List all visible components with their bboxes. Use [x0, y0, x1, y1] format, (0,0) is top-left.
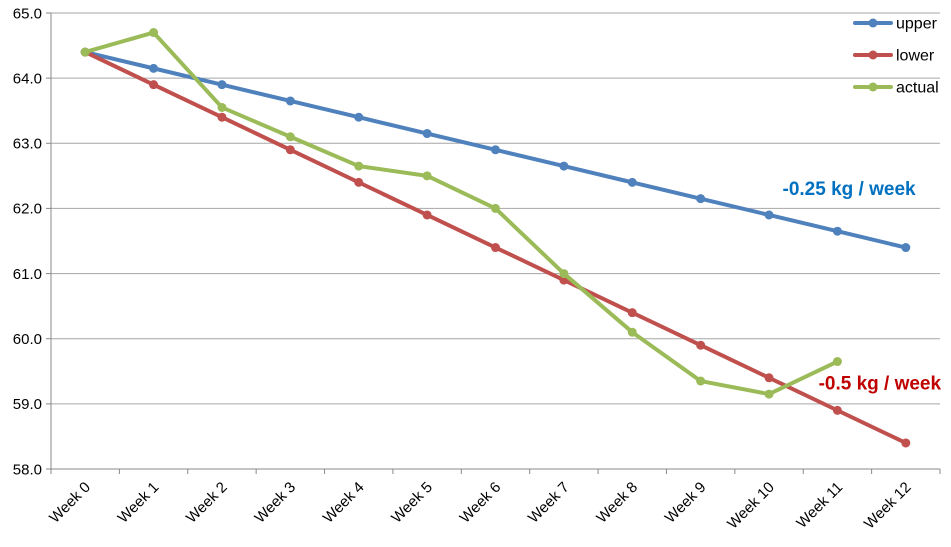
x-axis-tick-label: Week 2 — [183, 479, 231, 527]
y-axis-tick-label: 63.0 — [13, 136, 42, 153]
data-point-upper — [285, 96, 295, 106]
x-axis-tick-label: Week 11 — [793, 479, 846, 532]
data-point-lower — [764, 373, 774, 383]
x-axis-tick-label: Week 0 — [46, 479, 94, 527]
legend-label-lower: lower — [896, 48, 935, 65]
annotation-label-0: -0.25 kg / week — [783, 179, 917, 200]
data-point-lower — [149, 80, 159, 90]
data-point-upper — [422, 129, 432, 139]
data-point-upper — [764, 210, 774, 220]
x-axis-tick-label: Week 9 — [662, 479, 710, 527]
data-point-actual — [285, 132, 295, 142]
legend-label-upper: upper — [896, 16, 938, 33]
data-point-actual — [559, 269, 569, 279]
x-axis-tick-label: Week 7 — [525, 479, 573, 527]
data-point-lower — [696, 340, 706, 350]
data-point-lower — [832, 405, 842, 415]
legend-marker-upper — [868, 18, 878, 28]
data-point-upper — [627, 177, 637, 187]
data-point-actual — [764, 389, 774, 399]
data-point-actual — [354, 161, 364, 171]
data-point-actual — [491, 203, 500, 213]
y-axis-tick-label: 58.0 — [13, 461, 42, 478]
x-axis-tick-label: Week 10 — [724, 479, 778, 533]
data-point-actual — [696, 376, 706, 386]
data-point-actual — [422, 171, 432, 181]
y-axis-tick-label: 64.0 — [13, 70, 42, 87]
y-axis-tick-label: 59.0 — [13, 396, 42, 413]
y-axis-tick-label: 61.0 — [13, 266, 42, 283]
x-axis-tick-label: Week 1 — [115, 479, 163, 527]
data-point-actual — [80, 47, 90, 57]
series-line-actual — [83, 30, 840, 397]
data-point-upper — [901, 243, 911, 253]
data-point-actual — [832, 357, 842, 367]
legend-marker-actual — [868, 82, 878, 92]
x-axis-tick-label: Week 3 — [251, 479, 299, 527]
data-point-upper — [832, 226, 842, 236]
data-point-actual — [627, 327, 637, 337]
x-axis-tick-label: Week 4 — [320, 479, 368, 527]
data-point-lower — [491, 243, 500, 253]
data-point-lower — [627, 308, 637, 318]
x-axis-tick-label: Week 6 — [457, 479, 505, 527]
annotation-label-1: -0.5 kg / week — [819, 374, 942, 395]
y-axis-tick-label: 65.0 — [13, 5, 42, 22]
data-point-lower — [354, 177, 364, 187]
data-point-actual — [149, 28, 159, 38]
legend-label-actual: actual — [896, 80, 939, 97]
x-axis-tick-label: Week 12 — [861, 479, 915, 533]
data-point-lower — [422, 210, 432, 220]
x-axis-tick-label: Week 8 — [593, 479, 641, 527]
data-point-upper — [354, 112, 364, 122]
legend-marker-lower — [868, 50, 878, 60]
x-axis-tick-label: Week 5 — [388, 479, 436, 527]
data-point-lower — [285, 145, 295, 155]
data-point-lower — [217, 112, 227, 122]
data-point-actual — [217, 102, 227, 112]
y-axis-tick-label: 60.0 — [13, 331, 42, 348]
data-point-upper — [559, 161, 569, 171]
data-point-upper — [491, 145, 500, 155]
data-point-upper — [217, 80, 227, 90]
y-axis-tick-label: 62.0 — [13, 201, 42, 218]
data-point-upper — [149, 63, 159, 73]
data-point-upper — [696, 194, 706, 204]
data-point-lower — [901, 438, 911, 448]
